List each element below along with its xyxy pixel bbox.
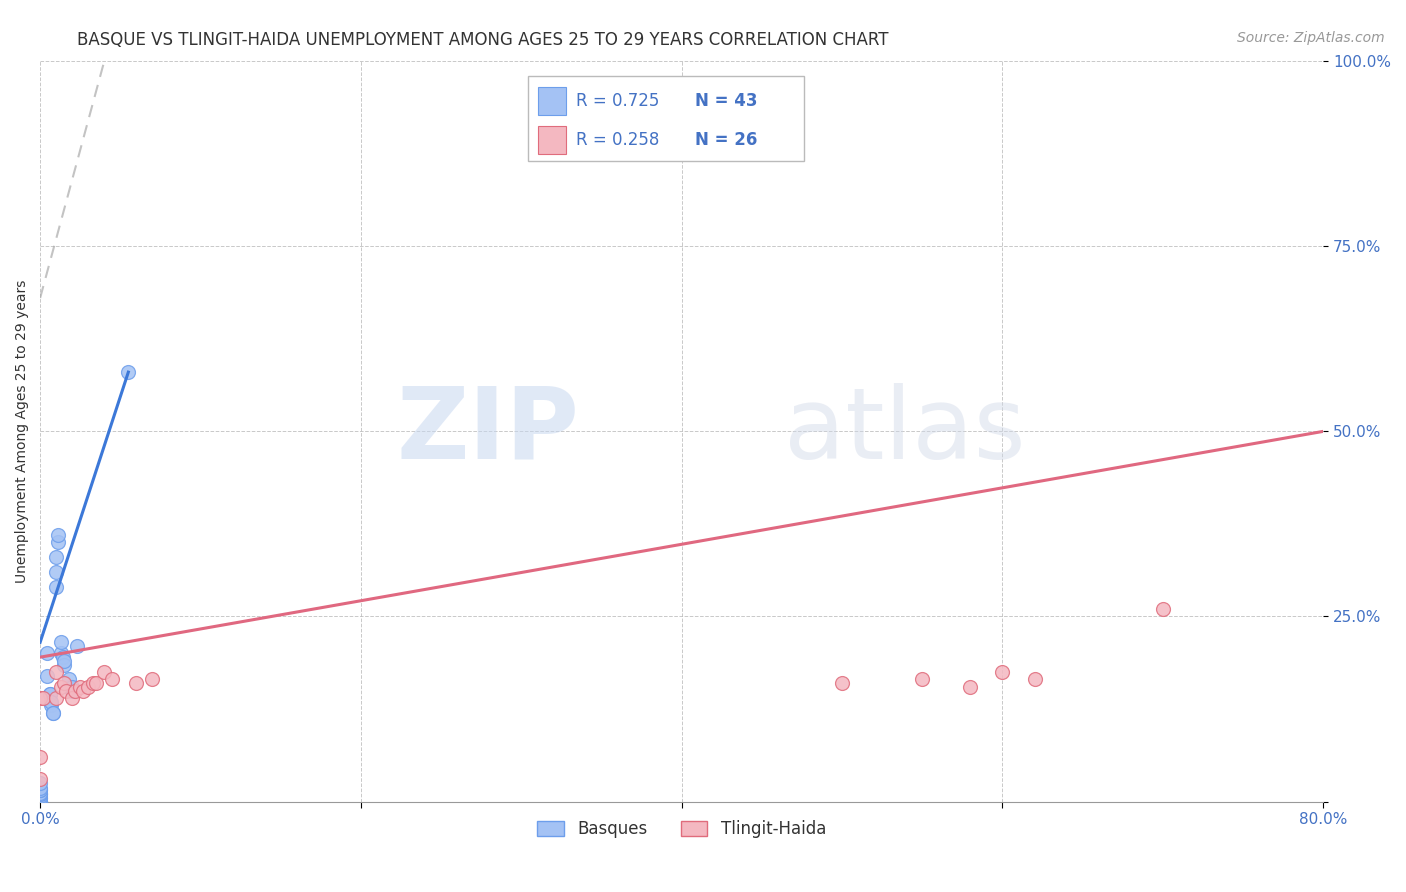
Point	[84, 676, 107, 690]
Point	[58, 680, 80, 694]
Point	[77, 680, 100, 694]
Point	[53, 676, 76, 690]
Point	[45, 580, 67, 594]
Point	[42, 706, 65, 720]
Point	[30, 795, 52, 809]
Point	[831, 676, 853, 690]
Point	[1152, 602, 1174, 616]
Point	[30, 790, 52, 805]
Point	[45, 690, 67, 705]
Point	[58, 673, 80, 687]
Y-axis label: Unemployment Among Ages 25 to 29 years: Unemployment Among Ages 25 to 29 years	[15, 280, 30, 583]
Point	[30, 786, 52, 800]
Point	[30, 795, 52, 809]
Point	[30, 772, 52, 787]
Point	[30, 787, 52, 801]
Point	[60, 690, 83, 705]
Point	[30, 795, 52, 809]
Point	[125, 676, 148, 690]
Point	[30, 787, 52, 801]
Point	[30, 750, 52, 764]
Bar	[538, 126, 567, 153]
Point	[49, 680, 72, 694]
Point	[49, 647, 72, 661]
Point	[69, 680, 91, 694]
Point	[53, 654, 76, 668]
Point	[30, 795, 52, 809]
Point	[93, 665, 115, 679]
Point	[30, 790, 52, 805]
Point	[101, 673, 124, 687]
Point	[51, 650, 73, 665]
Point	[45, 665, 67, 679]
Text: Source: ZipAtlas.com: Source: ZipAtlas.com	[1237, 31, 1385, 45]
Point	[30, 776, 52, 790]
Point	[911, 673, 934, 687]
Text: R = 0.725: R = 0.725	[576, 92, 659, 110]
Point	[30, 690, 52, 705]
Point	[30, 795, 52, 809]
Point	[30, 781, 52, 796]
Point	[30, 789, 52, 803]
Point	[45, 550, 67, 565]
Text: BASQUE VS TLINGIT-HAIDA UNEMPLOYMENT AMONG AGES 25 TO 29 YEARS CORRELATION CHART: BASQUE VS TLINGIT-HAIDA UNEMPLOYMENT AMO…	[77, 31, 889, 49]
Point	[46, 528, 69, 542]
Point	[991, 665, 1014, 679]
Text: N = 26: N = 26	[695, 130, 756, 149]
Point	[45, 565, 67, 579]
Point	[35, 669, 58, 683]
Point	[30, 795, 52, 809]
Text: ZIP: ZIP	[396, 383, 579, 480]
Point	[38, 687, 60, 701]
Point	[32, 690, 55, 705]
Point	[30, 795, 52, 809]
Point	[1024, 673, 1046, 687]
Point	[55, 683, 77, 698]
Point	[66, 639, 89, 653]
Legend: Basques, Tlingit-Haida: Basques, Tlingit-Haida	[530, 814, 832, 845]
Point	[41, 695, 63, 709]
Point	[82, 676, 104, 690]
Text: atlas: atlas	[785, 383, 1026, 480]
Point	[72, 683, 94, 698]
Point	[42, 706, 65, 720]
Point	[41, 698, 63, 713]
Point	[60, 683, 83, 698]
Point	[30, 795, 52, 809]
Point	[117, 365, 139, 379]
Point	[38, 687, 60, 701]
Point	[46, 535, 69, 549]
Point	[65, 683, 87, 698]
Text: N = 43: N = 43	[695, 92, 756, 110]
Bar	[538, 87, 567, 115]
FancyBboxPatch shape	[527, 76, 804, 161]
Point	[141, 673, 163, 687]
Point	[30, 783, 52, 797]
Point	[35, 647, 58, 661]
Point	[30, 795, 52, 809]
Point	[49, 635, 72, 649]
Point	[53, 657, 76, 672]
Point	[60, 680, 83, 694]
Point	[30, 783, 52, 797]
Point	[959, 680, 981, 694]
Text: R = 0.258: R = 0.258	[576, 130, 659, 149]
